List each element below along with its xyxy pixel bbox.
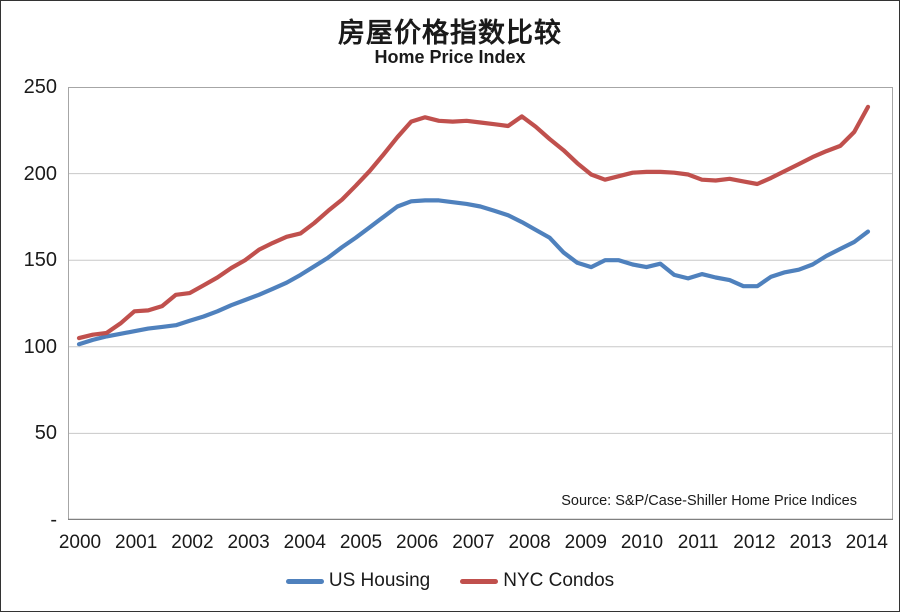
chart-subtitle: Home Price Index — [374, 47, 526, 67]
y-tick-label: 50 — [34, 422, 57, 445]
x-tick-label: 2008 — [508, 532, 551, 553]
plot-area — [68, 87, 893, 520]
x-tick-label: 2010 — [620, 532, 664, 553]
legend-label: US Housing — [328, 570, 431, 591]
y-tick-label: 100 — [23, 335, 57, 358]
y-tick-label: 250 — [23, 76, 57, 98]
x-tick-label: 2004 — [283, 532, 326, 553]
chart-title: 房屋价格指数比较 — [338, 18, 562, 48]
legend: US Housing NYC Condos — [1, 570, 899, 592]
legend-item-us-housing: US Housing — [285, 570, 431, 592]
x-tick-label: 2002 — [171, 532, 214, 553]
legend-line-swatch — [285, 578, 324, 584]
x-tick-label: 2006 — [396, 532, 439, 553]
legend-line-swatch — [460, 578, 499, 584]
x-tick-label: 2005 — [339, 532, 383, 553]
x-tick-label: 2000 — [58, 532, 102, 553]
x-tick-label: 2014 — [845, 532, 888, 553]
legend-item-nyc-condos: NYC Condos — [460, 570, 614, 592]
y-tick-label: 150 — [23, 249, 57, 272]
y-tick-label: - — [50, 509, 57, 531]
x-tick-label: 2001 — [115, 532, 158, 553]
x-tick-label: 2009 — [564, 532, 607, 553]
x-tick-label: 2007 — [452, 532, 495, 553]
plot-border — [68, 87, 893, 520]
source-note: Source: S&P/Case-Shiller Home Price Indi… — [561, 493, 857, 509]
series-line-us-housing — [76, 198, 871, 347]
y-tick-label: 200 — [23, 162, 57, 185]
legend-label: NYC Condos — [503, 570, 615, 591]
x-tick-label: 2012 — [733, 532, 776, 553]
x-tick-label: 2011 — [677, 532, 719, 553]
x-tick-label: 2013 — [789, 532, 832, 553]
series-line-nyc-condos — [76, 104, 871, 341]
x-tick-label: 2003 — [227, 532, 270, 553]
